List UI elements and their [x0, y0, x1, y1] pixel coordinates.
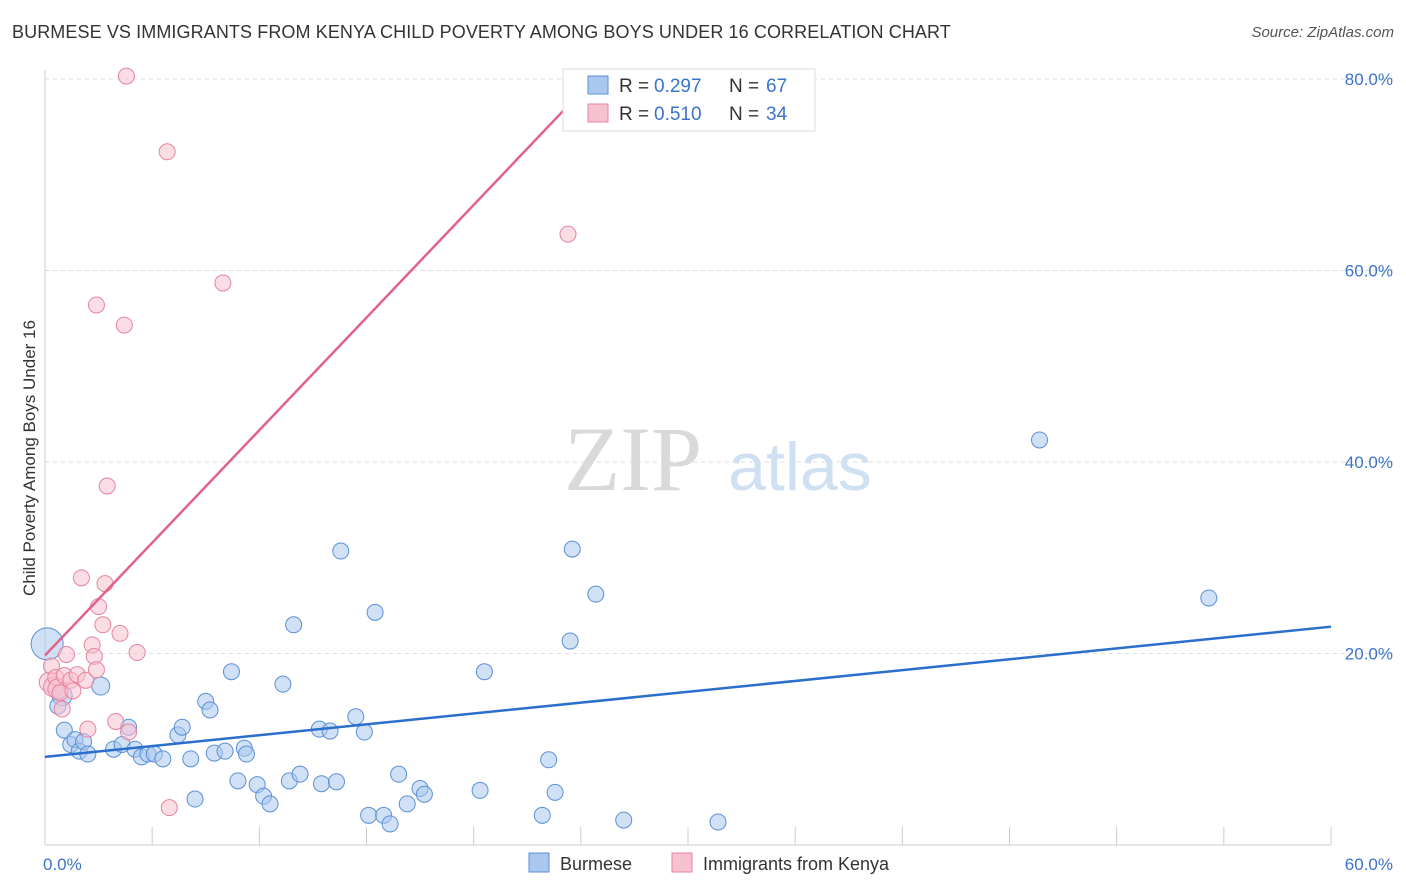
kenya-point — [98, 477, 116, 495]
burmese-point — [561, 632, 579, 650]
kenya-point — [79, 720, 97, 738]
burmese-point — [1200, 589, 1218, 607]
legend-n-value: 67 — [766, 76, 787, 97]
burmese-point — [186, 790, 204, 808]
kenya-trend-line — [44, 104, 569, 657]
kenya-points — [38, 67, 577, 817]
kenya-point — [53, 700, 71, 718]
burmese-point — [274, 675, 292, 693]
legend-n-value: 34 — [766, 104, 788, 125]
kenya-point — [115, 316, 133, 334]
legend-swatch-burmese — [528, 852, 550, 873]
burmese-point — [709, 813, 727, 831]
trend-lines — [44, 104, 1332, 759]
legend-label-kenya: Immigrants from Kenya — [703, 854, 890, 874]
burmese-point — [615, 811, 633, 829]
burmese-points — [30, 431, 1218, 833]
burmese-point — [216, 742, 234, 760]
kenya-point — [87, 296, 105, 314]
y-tick-label: 20.0% — [1345, 645, 1393, 664]
burmese-point — [261, 795, 279, 813]
burmese-point — [285, 616, 303, 634]
burmese-point — [154, 750, 172, 768]
burmese-trend-line — [44, 625, 1332, 759]
source-credit: Source: ZipAtlas.com — [1251, 24, 1394, 41]
correlation-legend: R = 0.297 N = 67 R = 0.510 N = 34 — [562, 68, 816, 132]
burmese-point — [563, 540, 581, 558]
gridlines — [45, 78, 1393, 654]
burmese-point — [540, 751, 558, 769]
burmese-point — [1031, 431, 1049, 449]
burmese-point — [360, 806, 378, 824]
burmese-point — [173, 718, 191, 736]
burmese-point — [587, 585, 605, 603]
kenya-point — [559, 225, 577, 243]
legend-r-value: 0.297 — [654, 76, 702, 97]
kenya-point — [87, 661, 105, 679]
burmese-point — [229, 772, 247, 790]
x-axis-ticks — [44, 827, 1332, 845]
y-tick-label: 80.0% — [1345, 70, 1393, 89]
kenya-point — [120, 723, 138, 741]
burmese-point — [237, 745, 255, 763]
x-tick-label-min: 0.0% — [43, 855, 82, 874]
burmese-point — [546, 783, 564, 801]
burmese-point — [55, 721, 73, 739]
legend-swatch-kenya — [671, 852, 693, 873]
kenya-point — [94, 616, 112, 634]
kenya-point — [72, 569, 90, 587]
y-tick-label: 60.0% — [1345, 262, 1393, 281]
burmese-point — [332, 542, 350, 560]
legend-r-label: R = — [619, 104, 649, 125]
x-tick-label-max: 60.0% — [1345, 855, 1393, 874]
burmese-point — [312, 775, 330, 793]
kenya-point — [111, 624, 129, 642]
legend-r-value: 0.510 — [654, 104, 702, 125]
burmese-point — [291, 765, 309, 783]
burmese-point — [415, 785, 433, 803]
legend-swatch-burmese — [587, 75, 609, 95]
burmese-point — [321, 722, 339, 740]
burmese-point — [475, 663, 493, 681]
burmese-point — [366, 603, 384, 621]
kenya-point — [64, 682, 82, 700]
burmese-point — [533, 806, 551, 824]
watermark: ZIP atlas — [564, 408, 872, 510]
legend-label-burmese: Burmese — [560, 854, 632, 874]
burmese-point — [347, 708, 365, 726]
burmese-point — [91, 676, 111, 696]
kenya-point — [128, 644, 146, 662]
legend-n-label: N = — [729, 76, 759, 97]
burmese-point — [182, 750, 200, 768]
burmese-point — [327, 773, 345, 791]
kenya-point — [57, 645, 75, 663]
kenya-point — [96, 575, 114, 593]
chart-title: BURMESE VS IMMIGRANTS FROM KENYA CHILD P… — [12, 22, 951, 42]
y-tick-labels: 20.0% 40.0% 60.0% 80.0% — [1345, 70, 1393, 664]
watermark-atlas: atlas — [728, 429, 872, 505]
legend-n-label: N = — [729, 104, 759, 125]
series-legend: Burmese Immigrants from Kenya — [528, 852, 890, 874]
y-axis-title: Child Poverty Among Boys Under 16 — [20, 320, 39, 596]
kenya-point — [160, 799, 178, 817]
kenya-point — [107, 712, 125, 730]
kenya-point — [117, 67, 135, 85]
burmese-point — [390, 765, 408, 783]
kenya-point — [214, 274, 232, 292]
legend-r-label: R = — [619, 76, 649, 97]
burmese-point — [381, 815, 399, 833]
burmese-point — [471, 781, 489, 799]
kenya-point — [77, 671, 95, 689]
burmese-point — [201, 701, 219, 719]
burmese-point — [398, 795, 416, 813]
watermark-zip: ZIP — [564, 408, 702, 510]
kenya-point — [158, 143, 176, 161]
legend-swatch-kenya — [587, 103, 609, 123]
y-tick-label: 40.0% — [1345, 453, 1393, 472]
burmese-point — [222, 663, 240, 681]
burmese-point — [355, 723, 373, 741]
